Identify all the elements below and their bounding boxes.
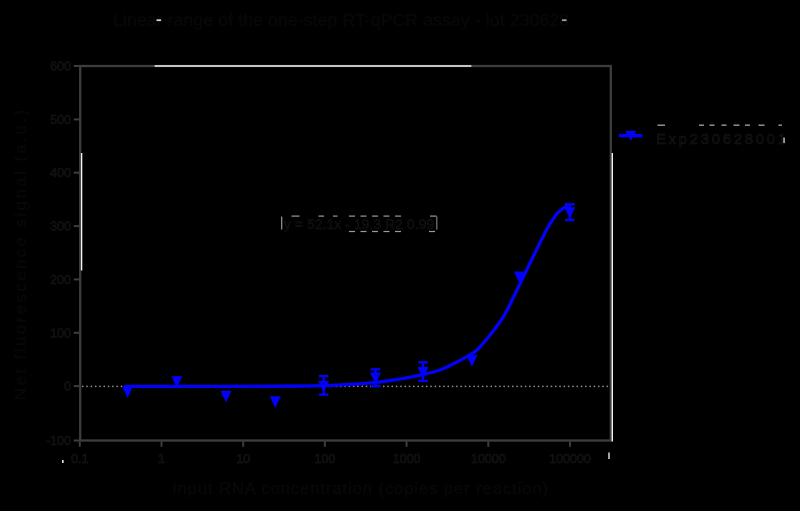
svg-text:500: 500 xyxy=(50,113,71,127)
svg-text:300: 300 xyxy=(50,220,71,234)
svg-text:1000: 1000 xyxy=(393,452,421,466)
svg-text:10000: 10000 xyxy=(471,452,506,466)
svg-text:-100: -100 xyxy=(46,434,71,448)
svg-text:400: 400 xyxy=(50,166,71,180)
svg-text:200: 200 xyxy=(50,273,71,287)
svg-text:1: 1 xyxy=(158,452,165,466)
svg-text:600: 600 xyxy=(50,60,71,74)
svg-text:Linear range of the one-step R: Linear range of the one-step RT-qPCR ass… xyxy=(113,10,569,30)
svg-text:100000: 100000 xyxy=(549,452,591,466)
svg-text:0.1: 0.1 xyxy=(71,452,88,466)
svg-text:Net fluorescence signal (a.u.): Net fluorescence signal (a.u.) xyxy=(12,110,30,400)
svg-text:y = 52.1x - 19.3 R2 0.99: y = 52.1x - 19.3 R2 0.99 xyxy=(284,217,434,232)
svg-text:100: 100 xyxy=(50,326,71,340)
svg-text:100: 100 xyxy=(314,452,335,466)
svg-text:Input RNA concentration (copie: Input RNA concentration (copies per reac… xyxy=(172,480,548,498)
svg-text:10: 10 xyxy=(236,452,250,466)
svg-text:0: 0 xyxy=(64,380,71,394)
